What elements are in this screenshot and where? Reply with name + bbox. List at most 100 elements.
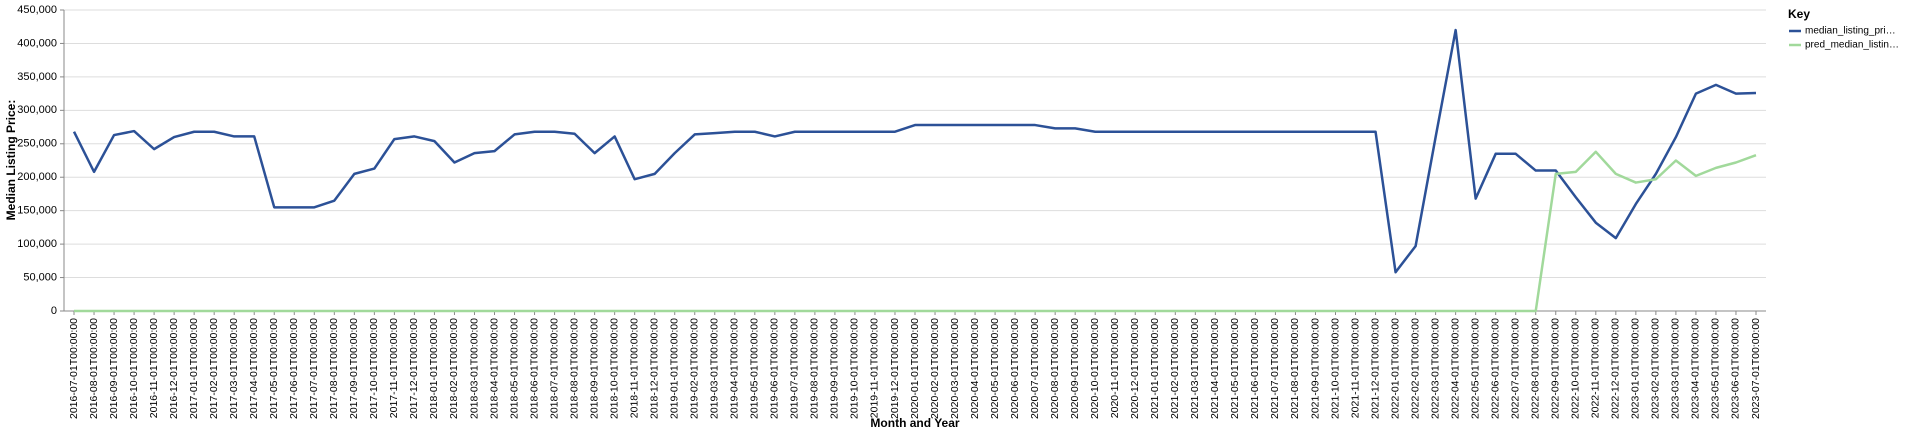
- x-axis-title: Month and Year: [870, 416, 959, 430]
- x-tick-label: 2020-05-01T00:00:00: [989, 318, 1001, 419]
- x-tick-label: 2017-07-01T00:00:00: [308, 318, 320, 419]
- y-tick-label: 100,000: [17, 238, 57, 250]
- x-tick-label: 2022-06-01T00:00:00: [1489, 318, 1501, 419]
- x-tick-label: 2020-03-01T00:00:00: [949, 318, 961, 419]
- x-tick-label: 2019-05-01T00:00:00: [749, 318, 761, 419]
- x-tick-label: 2020-02-01T00:00:00: [929, 318, 941, 419]
- y-tick-label: 50,000: [23, 271, 57, 283]
- x-tick-label: 2019-10-01T00:00:00: [849, 318, 861, 419]
- x-tick-label: 2016-11-01T00:00:00: [148, 318, 160, 418]
- x-tick-label: 2022-04-01T00:00:00: [1449, 318, 1461, 419]
- x-tick-label: 2020-09-01T00:00:00: [1069, 318, 1081, 419]
- x-tick-label: 2018-09-01T00:00:00: [588, 318, 600, 419]
- x-tick-label: 2020-07-01T00:00:00: [1029, 318, 1041, 419]
- x-tick-label: 2018-02-01T00:00:00: [448, 318, 460, 419]
- x-tick-label: 2022-09-01T00:00:00: [1550, 318, 1562, 419]
- y-tick-label: 0: [51, 305, 57, 317]
- x-tick-label: 2017-04-01T00:00:00: [248, 318, 260, 419]
- x-tick-label: 2019-04-01T00:00:00: [729, 318, 741, 419]
- x-tick-label: 2016-07-01T00:00:00: [68, 318, 80, 419]
- x-tick-label: 2022-08-01T00:00:00: [1530, 318, 1542, 419]
- x-tick-label: 2019-03-01T00:00:00: [709, 318, 721, 419]
- x-tick-label: 2023-06-01T00:00:00: [1730, 318, 1742, 419]
- x-tick-label: 2020-04-01T00:00:00: [969, 318, 981, 419]
- x-tick-label: 2018-06-01T00:00:00: [528, 318, 540, 419]
- x-tick-label: 2017-12-01T00:00:00: [408, 318, 420, 419]
- x-tick-label: 2017-08-01T00:00:00: [328, 318, 340, 419]
- x-tick-label: 2023-05-01T00:00:00: [1710, 318, 1722, 419]
- x-tick-label: 2021-05-01T00:00:00: [1229, 318, 1241, 419]
- x-tick-label: 2019-01-01T00:00:00: [668, 318, 680, 419]
- x-tick-label: 2017-03-01T00:00:00: [228, 318, 240, 419]
- series-line: [72, 28, 1757, 274]
- x-tick-label: 2018-12-01T00:00:00: [648, 318, 660, 419]
- y-tick-label: 400,000: [17, 37, 57, 49]
- x-tick-label: 2022-02-01T00:00:00: [1409, 318, 1421, 419]
- x-tick-label: 2021-02-01T00:00:00: [1169, 318, 1181, 419]
- x-tick-label: 2018-08-01T00:00:00: [568, 318, 580, 419]
- x-tick-label: 2023-04-01T00:00:00: [1690, 318, 1702, 419]
- x-tick-label: 2023-01-01T00:00:00: [1630, 318, 1642, 419]
- x-tick-label: 2020-11-01T00:00:00: [1109, 318, 1121, 418]
- x-tick-label: 2021-09-01T00:00:00: [1309, 318, 1321, 419]
- x-tick-label: 2020-10-01T00:00:00: [1089, 318, 1101, 419]
- y-tick-label: 200,000: [17, 171, 57, 183]
- x-tick-label: 2019-07-01T00:00:00: [789, 318, 801, 419]
- x-tick-label: 2021-04-01T00:00:00: [1209, 318, 1221, 419]
- x-tick-label: 2019-08-01T00:00:00: [809, 318, 821, 419]
- legend-title: Key: [1788, 7, 1810, 21]
- x-tick-label: 2019-09-01T00:00:00: [829, 318, 841, 419]
- x-tick-label: 2022-05-01T00:00:00: [1469, 318, 1481, 419]
- x-tick-label: 2021-10-01T00:00:00: [1329, 318, 1341, 419]
- x-tick-label: 2018-05-01T00:00:00: [508, 318, 520, 419]
- x-tick-label: 2018-03-01T00:00:00: [468, 318, 480, 419]
- series-line: [74, 150, 1757, 313]
- x-tick-label: 2021-06-01T00:00:00: [1249, 318, 1261, 419]
- x-tick-label: 2016-08-01T00:00:00: [88, 318, 100, 419]
- x-tick-label: 2022-07-01T00:00:00: [1509, 318, 1521, 419]
- x-tick-label: 2021-03-01T00:00:00: [1189, 318, 1201, 419]
- x-tick-label: 2022-12-01T00:00:00: [1610, 318, 1622, 419]
- x-tick-label: 2021-07-01T00:00:00: [1269, 318, 1281, 419]
- x-tick-label: 2021-01-01T00:00:00: [1149, 318, 1161, 419]
- x-tick-label: 2021-12-01T00:00:00: [1369, 318, 1381, 419]
- x-tick-label: 2018-04-01T00:00:00: [488, 318, 500, 419]
- x-tick-label: 2016-12-01T00:00:00: [168, 318, 180, 419]
- x-tick-label: 2020-12-01T00:00:00: [1129, 318, 1141, 419]
- x-tick-label: 2017-11-01T00:00:00: [388, 318, 400, 418]
- x-tick-label: 2017-06-01T00:00:00: [288, 318, 300, 419]
- x-tick-label: 2022-10-01T00:00:00: [1570, 318, 1582, 419]
- x-tick-label: 2017-05-01T00:00:00: [268, 318, 280, 419]
- y-tick-label: 300,000: [17, 104, 57, 116]
- x-tick-label: 2018-10-01T00:00:00: [608, 318, 620, 419]
- x-tick-label: 2021-11-01T00:00:00: [1349, 318, 1361, 418]
- y-axis-title: Median Listing Price:: [4, 100, 18, 221]
- x-tick-label: 2023-03-01T00:00:00: [1670, 318, 1682, 419]
- y-tick-label: 250,000: [17, 138, 57, 150]
- x-tick-label: 2020-08-01T00:00:00: [1049, 318, 1061, 419]
- x-tick-label: 2017-02-01T00:00:00: [208, 318, 220, 419]
- x-tick-label: 2017-01-01T00:00:00: [188, 318, 200, 419]
- x-tick-label: 2016-10-01T00:00:00: [128, 318, 140, 419]
- x-tick-label: 2018-07-01T00:00:00: [548, 318, 560, 419]
- x-tick-label: 2019-02-01T00:00:00: [689, 318, 701, 419]
- x-tick-label: 2017-10-01T00:00:00: [368, 318, 380, 419]
- x-tick-label: 2020-06-01T00:00:00: [1009, 318, 1021, 419]
- x-tick-label: 2016-09-01T00:00:00: [108, 318, 120, 419]
- x-tick-label: 2023-07-01T00:00:00: [1750, 318, 1762, 419]
- x-tick-label: 2022-03-01T00:00:00: [1429, 318, 1441, 419]
- x-tick-label: 2018-11-01T00:00:00: [628, 318, 640, 418]
- x-tick-label: 2022-11-01T00:00:00: [1590, 318, 1602, 418]
- legend-label: median_listing_pri…: [1805, 26, 1896, 37]
- x-tick-label: 2018-01-01T00:00:00: [428, 318, 440, 419]
- x-tick-label: 2020-01-01T00:00:00: [909, 318, 921, 419]
- x-tick-label: 2017-09-01T00:00:00: [348, 318, 360, 419]
- y-tick-label: 150,000: [17, 205, 57, 217]
- x-tick-label: 2019-11-01T00:00:00: [869, 318, 881, 418]
- y-tick-label: 450,000: [17, 4, 57, 16]
- y-tick-label: 350,000: [17, 71, 57, 83]
- x-tick-label: 2022-01-01T00:00:00: [1389, 318, 1401, 419]
- x-tick-label: 2019-12-01T00:00:00: [889, 318, 901, 419]
- x-tick-label: 2021-08-01T00:00:00: [1289, 318, 1301, 419]
